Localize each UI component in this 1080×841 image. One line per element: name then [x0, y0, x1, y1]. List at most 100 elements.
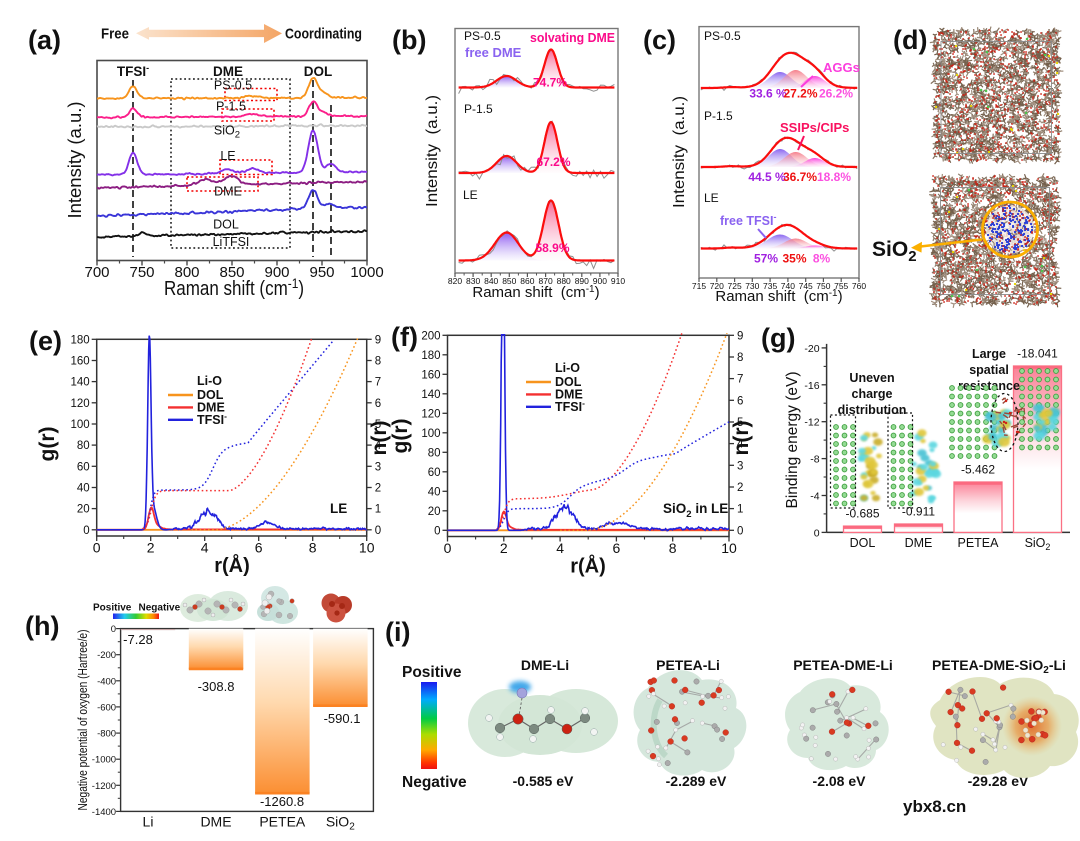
svg-text:free DME: free DME	[465, 45, 522, 60]
svg-text:DOL: DOL	[197, 388, 224, 402]
svg-text:-0.911: -0.911	[902, 505, 935, 519]
svg-text:(h): (h)	[25, 611, 59, 641]
svg-text:700: 700	[84, 264, 109, 281]
svg-text:-1200: -1200	[92, 781, 116, 792]
svg-text:PS-0.5: PS-0.5	[704, 29, 741, 43]
svg-text:20: 20	[428, 506, 441, 518]
svg-text:LE: LE	[463, 188, 478, 202]
svg-text:1000: 1000	[350, 264, 383, 281]
svg-text:SiO2 in LE: SiO2 in LE	[663, 501, 728, 520]
svg-text:840: 840	[484, 276, 498, 286]
svg-text:g(r): g(r)	[389, 419, 412, 454]
svg-text:800: 800	[174, 264, 199, 281]
svg-text:60: 60	[77, 461, 90, 473]
svg-text:-590.1: -590.1	[324, 711, 361, 726]
svg-text:PETEA: PETEA	[259, 813, 306, 829]
svg-text:PS-0.5: PS-0.5	[214, 79, 252, 93]
svg-text:DOL: DOL	[555, 375, 582, 389]
svg-text:Intensity (a.u.): Intensity (a.u.)	[65, 102, 85, 219]
svg-text:SiO2: SiO2	[1025, 536, 1051, 552]
svg-text:ybx8.cn: ybx8.cn	[903, 797, 966, 816]
svg-text:160: 160	[421, 369, 440, 381]
svg-text:DOL: DOL	[304, 64, 333, 79]
svg-text:180: 180	[421, 350, 440, 362]
svg-text:(b): (b)	[392, 25, 426, 55]
svg-text:755: 755	[834, 281, 848, 291]
svg-text:750: 750	[816, 281, 830, 291]
svg-text:free TFSI-: free TFSI-	[720, 212, 777, 228]
svg-text:-29.28 eV: -29.28 eV	[968, 773, 1029, 789]
svg-text:4: 4	[556, 540, 564, 556]
svg-text:6: 6	[255, 540, 263, 556]
svg-text:0: 0	[111, 624, 116, 635]
svg-text:(e): (e)	[29, 326, 62, 356]
svg-text:6: 6	[737, 395, 743, 407]
svg-text:715: 715	[692, 281, 706, 291]
svg-text:(g): (g)	[761, 323, 795, 353]
svg-text:850: 850	[219, 264, 244, 281]
svg-text:0: 0	[814, 527, 820, 539]
svg-text:g(r): g(r)	[36, 427, 59, 462]
svg-text:Coordinating: Coordinating	[285, 26, 362, 43]
svg-text:LE: LE	[704, 191, 719, 205]
svg-text:solvating DME: solvating DME	[530, 30, 615, 45]
svg-text:160: 160	[71, 356, 90, 368]
svg-text:1: 1	[737, 504, 743, 516]
svg-text:3: 3	[737, 460, 743, 472]
svg-text:5: 5	[737, 417, 743, 429]
svg-text:26.2%: 26.2%	[819, 87, 853, 101]
svg-text:740: 740	[781, 281, 795, 291]
svg-text:r(Å): r(Å)	[570, 554, 606, 578]
svg-text:r(Å): r(Å)	[214, 553, 250, 577]
svg-text:120: 120	[421, 408, 440, 420]
svg-text:8: 8	[375, 356, 381, 368]
svg-text:SiO2: SiO2	[872, 238, 917, 265]
svg-text:8: 8	[309, 540, 317, 556]
svg-text:74.7%: 74.7%	[533, 76, 567, 90]
svg-text:resistance: resistance	[958, 379, 1020, 393]
svg-text:18.8%: 18.8%	[817, 170, 851, 184]
svg-text:Li: Li	[143, 813, 154, 829]
svg-text:-0.585 eV: -0.585 eV	[513, 773, 574, 789]
svg-text:750: 750	[129, 264, 154, 281]
svg-text:Large: Large	[972, 347, 1006, 361]
svg-text:900: 900	[264, 264, 289, 281]
svg-text:3: 3	[375, 461, 381, 473]
svg-text:10: 10	[359, 540, 375, 556]
svg-text:58.9%: 58.9%	[535, 241, 569, 255]
svg-text:-2.289 eV: -2.289 eV	[666, 773, 727, 789]
svg-text:Negative: Negative	[402, 774, 467, 791]
svg-text:0: 0	[375, 525, 381, 537]
svg-text:730: 730	[745, 281, 759, 291]
svg-text:-2.08 eV: -2.08 eV	[813, 773, 867, 789]
svg-text:-12: -12	[804, 417, 819, 429]
svg-text:-800: -800	[97, 729, 116, 740]
svg-text:4: 4	[201, 540, 209, 556]
svg-text:TFSI-: TFSI-	[197, 411, 227, 427]
svg-text:6: 6	[375, 398, 381, 410]
svg-text:(a): (a)	[28, 25, 61, 55]
svg-text:0: 0	[434, 525, 440, 537]
svg-text:180: 180	[71, 334, 90, 346]
svg-text:0: 0	[83, 525, 89, 537]
svg-text:100: 100	[421, 428, 440, 440]
svg-text:200: 200	[421, 330, 440, 342]
svg-text:Li-O: Li-O	[555, 361, 580, 375]
svg-text:Negative potential of oxygen (: Negative potential of oxygen (Hartree/e)	[75, 630, 90, 811]
svg-text:850: 850	[502, 276, 516, 286]
svg-text:7: 7	[737, 374, 743, 386]
svg-text:10: 10	[721, 540, 737, 556]
svg-text:830: 830	[466, 276, 480, 286]
svg-text:-400: -400	[97, 676, 116, 687]
svg-text:Positive: Positive	[402, 664, 462, 681]
svg-text:760: 760	[852, 281, 866, 291]
svg-text:860: 860	[520, 276, 534, 286]
svg-text:PETEA-Li: PETEA-Li	[656, 657, 720, 673]
svg-text:SSIPs/CIPs: SSIPs/CIPs	[780, 120, 849, 135]
svg-text:-1000: -1000	[92, 755, 116, 766]
svg-text:7: 7	[375, 377, 381, 389]
svg-text:-16: -16	[804, 380, 819, 392]
svg-text:TFSI-: TFSI-	[555, 398, 585, 414]
svg-text:LiTFSI: LiTFSI	[213, 235, 250, 249]
svg-text:44.5 %: 44.5 %	[748, 170, 786, 184]
